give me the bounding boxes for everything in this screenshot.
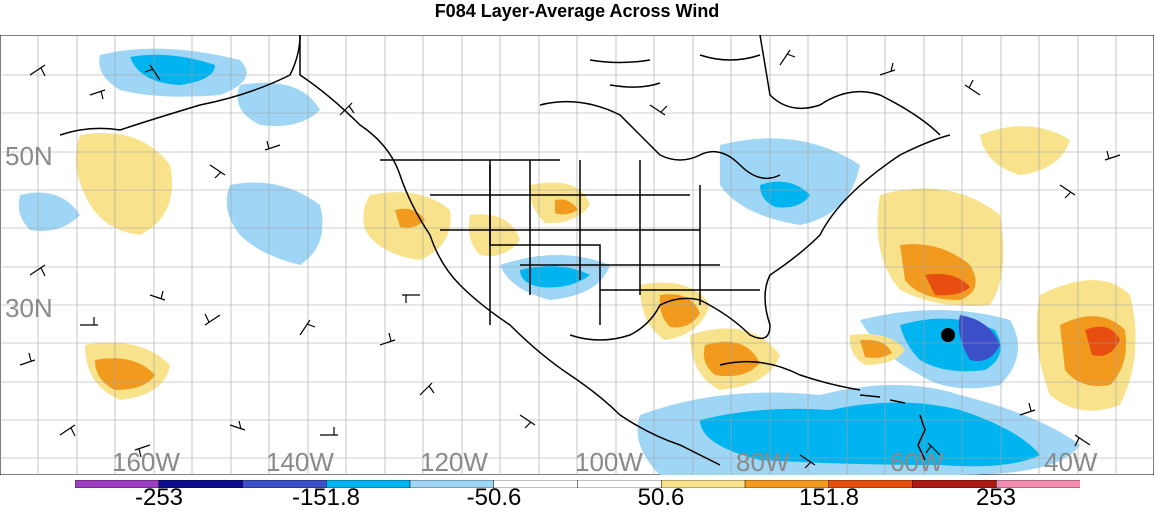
chart-title: F084 Layer-Average Across Wind <box>434 1 720 21</box>
colorbar-label: 253 <box>975 484 1017 511</box>
lon-label-100w: 100W <box>575 447 643 477</box>
colorbar-label: 151.8 <box>798 484 860 511</box>
lon-label-160w: 160W <box>112 447 180 477</box>
colorbar <box>75 480 1080 488</box>
colorbar-swatch <box>996 480 1080 488</box>
lon-label-120w: 120W <box>420 447 488 477</box>
coastlines <box>59 35 951 466</box>
colorbar-label: -50.6 <box>466 484 522 511</box>
lon-label-40w: 40W <box>1044 447 1098 477</box>
lon-label-140w: 140W <box>266 447 334 477</box>
lat-label-50n: 50N <box>5 141 53 171</box>
wind-barbs <box>19 49 1121 469</box>
lon-label-80w: 80W <box>736 447 790 477</box>
storm-center-marker <box>941 328 955 342</box>
lon-label-60w: 60W <box>890 447 944 477</box>
colorbar-label: -253 <box>134 484 184 511</box>
colorbar-label: -151.8 <box>291 484 361 511</box>
lat-lon-grid <box>0 35 1154 475</box>
lat-label-30n: 30N <box>5 293 53 323</box>
anomaly-shading <box>18 48 1136 475</box>
map-panel <box>0 35 1154 475</box>
colorbar-label: 50.6 <box>637 484 685 511</box>
